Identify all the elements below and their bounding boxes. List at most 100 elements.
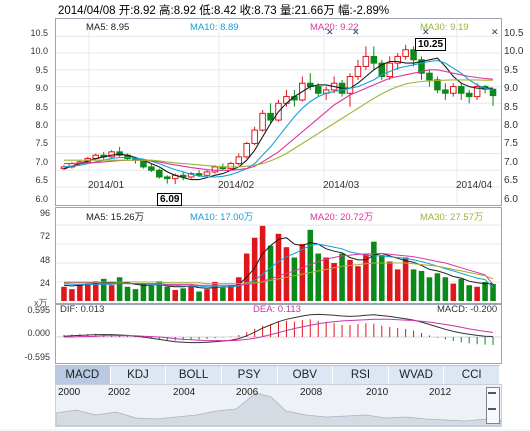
- candle-body: [116, 151, 123, 156]
- candle-body: [211, 166, 219, 173]
- event-marker-icon: ✕: [422, 28, 430, 38]
- volume-bar: [212, 282, 218, 301]
- event-marker-icon: ✕: [491, 28, 499, 38]
- vol-unit: x万: [34, 298, 48, 308]
- price-tick: 7.0: [504, 157, 518, 168]
- vol-tick: 48: [39, 255, 50, 265]
- macd-panel[interactable]: [55, 304, 502, 364]
- timeline-overview[interactable]: 2000 2002 2004 2006 2008 2010 2012: [55, 384, 502, 427]
- volume-bar: [379, 255, 385, 301]
- timeline-year: 2012: [429, 387, 452, 398]
- candle-body: [203, 171, 211, 176]
- candle-body: [386, 62, 394, 78]
- candle-body: [148, 166, 155, 171]
- timeline-range-handle[interactable]: [486, 387, 500, 424]
- volume-bar: [307, 229, 314, 301]
- tab-obv[interactable]: OBV: [278, 366, 334, 384]
- volume-bar: [156, 281, 163, 301]
- candle-body: [426, 72, 433, 81]
- event-marker-icon: ✕: [352, 28, 360, 38]
- tab-cci[interactable]: CCI: [444, 366, 500, 384]
- timeline-year: 2004: [173, 387, 196, 398]
- macd-tick: 0.000: [27, 328, 50, 338]
- price-tick: 8.0: [504, 120, 518, 131]
- vol-ma-line-ma30: [64, 262, 494, 285]
- volume-bar: [410, 269, 417, 301]
- event-marker-icon: ✕: [326, 28, 334, 38]
- volume-bar: [92, 281, 99, 301]
- candle-body: [410, 49, 417, 61]
- volume-chart: [56, 224, 501, 301]
- candle-body: [465, 92, 473, 98]
- vol-legend-ma10: MA10: 17.00万: [190, 212, 254, 223]
- legend-ma5: MA5: 8.95: [86, 22, 130, 33]
- volume-bar: [371, 241, 377, 301]
- indicator-tabs: MACD KDJ BOLL PSY OBV RSI WVAD CCI: [55, 365, 500, 385]
- volume-bar: [275, 233, 282, 301]
- volume-bar: [140, 283, 147, 301]
- legend-ma20: MA20: 9.22: [310, 22, 359, 33]
- volume-bar: [283, 247, 290, 301]
- candle-body: [394, 55, 401, 64]
- price-tick-left: 10.0: [30, 46, 48, 56]
- candle-body: [267, 112, 274, 121]
- price-tick-left: 7.0: [35, 157, 48, 167]
- volume-bar: [267, 245, 274, 301]
- vol-legend-ma5: MA5: 15.26万: [86, 212, 145, 223]
- tab-psy[interactable]: PSY: [222, 366, 278, 384]
- macd-chart: [56, 313, 501, 346]
- candle-body: [362, 55, 370, 67]
- ma-line-ma5: [63, 57, 493, 181]
- volume-bar: [426, 277, 433, 301]
- volume-bar: [363, 253, 369, 301]
- volume-bar: [164, 286, 171, 301]
- price-tick-left: 8.0: [35, 120, 48, 130]
- volume-bar: [466, 285, 472, 301]
- tab-macd[interactable]: MACD: [55, 366, 111, 384]
- ma-line-ma30: [64, 79, 493, 168]
- price-chart: ✕ ✕ ✕ ✕: [56, 19, 501, 205]
- macd-line-dea: [64, 318, 494, 342]
- vol-ma-line-ma5: [63, 237, 493, 289]
- legend-ma30: MA30: 9.19: [420, 22, 469, 33]
- volume-bar: [77, 285, 83, 301]
- volume-bar: [204, 289, 210, 301]
- candle-body: [195, 173, 203, 176]
- vol-legend-ma20: MA20: 20.72万: [310, 212, 374, 223]
- price-tick: 6.0: [504, 194, 518, 205]
- tab-rsi[interactable]: RSI: [333, 366, 389, 384]
- price-tick-left: 7.5: [35, 138, 48, 148]
- volume-bar: [116, 277, 123, 301]
- quote-header: 2014/04/08 开:8.92 高:8.92 低:8.42 收:8.73 量…: [58, 5, 390, 17]
- candle-body: [314, 86, 322, 94]
- volume-bar: [148, 285, 155, 301]
- volume-bar: [100, 278, 107, 301]
- volume-bar: [85, 283, 91, 301]
- timeline-year: 2010: [366, 387, 389, 398]
- macd-tick: 0.595: [27, 305, 50, 315]
- legend-ma10: MA10: 8.89: [190, 22, 239, 33]
- candle-body: [251, 129, 258, 144]
- candle-body: [457, 86, 465, 94]
- volume-bar: [124, 286, 131, 301]
- tab-kdj[interactable]: KDJ: [111, 366, 167, 384]
- volume-bar: [315, 253, 322, 301]
- volume-bar: [418, 270, 425, 301]
- timeline-year: 2000: [58, 387, 81, 398]
- volume-bar: [259, 225, 266, 301]
- vol-ma-line-ma20: [64, 253, 494, 286]
- volume-panel[interactable]: [55, 207, 502, 304]
- candle-body: [434, 79, 441, 91]
- grip-icon: [488, 408, 496, 410]
- tab-wvad[interactable]: WVAD: [389, 366, 445, 384]
- tab-boll[interactable]: BOLL: [166, 366, 222, 384]
- date-tick: 2014/04: [456, 180, 493, 191]
- price-tick: 9.0: [504, 83, 518, 94]
- candle-body: [346, 76, 354, 94]
- candle-body: [227, 163, 235, 170]
- candle-body: [378, 62, 386, 78]
- price-tick-left: 9.5: [35, 65, 48, 75]
- candle-body: [402, 49, 409, 57]
- price-tick-left: 6.0: [35, 194, 48, 204]
- volume-bar: [402, 257, 409, 301]
